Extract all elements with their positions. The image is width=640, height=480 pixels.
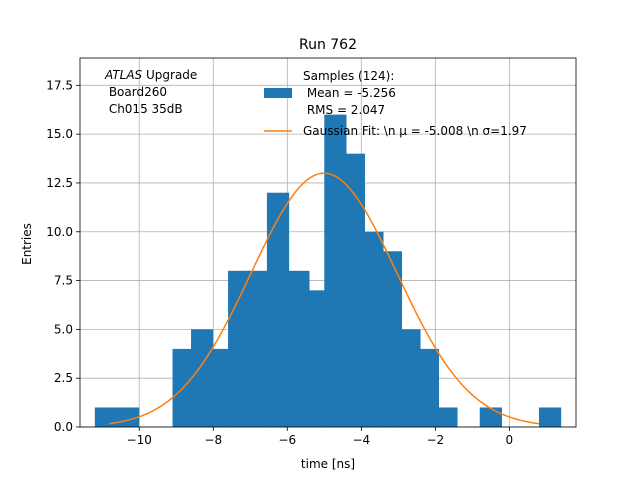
legend-samples-title: Samples (124): xyxy=(303,69,394,83)
y-tick-label: 2.5 xyxy=(54,371,73,385)
histogram-bar xyxy=(305,290,328,427)
histogram-bar xyxy=(266,192,290,427)
x-tick-label: −8 xyxy=(204,433,222,447)
chart-title: Run 762 xyxy=(299,37,357,53)
legend-samples-mean: Mean = -5.256 xyxy=(303,86,396,100)
x-axis-ticks: −10 −8 −6 −4 −2 0 xyxy=(127,427,514,447)
y-tick-label: 5.0 xyxy=(54,322,73,336)
y-axis-label: Entries xyxy=(20,223,34,265)
histogram-bar xyxy=(287,270,310,427)
x-axis-label: time [ns] xyxy=(301,457,355,471)
channel-label: Ch015 35dB xyxy=(105,102,183,116)
histogram-bar xyxy=(191,329,214,427)
y-tick-label: 10.0 xyxy=(46,225,73,239)
histogram-bar xyxy=(361,231,384,427)
y-tick-label: 15.0 xyxy=(46,127,73,141)
histogram-bar xyxy=(538,407,562,427)
x-tick-label: −6 xyxy=(278,433,296,447)
legend-fit-label: Gaussian Fit: \n μ = -5.008 \n σ=1.97 xyxy=(303,124,527,138)
histogram-bar xyxy=(398,329,421,427)
legend: Samples (124): Mean = -5.256 RMS = 2.047… xyxy=(264,69,527,138)
histogram-bar xyxy=(324,114,347,427)
x-tick-label: −4 xyxy=(352,433,370,447)
histogram-bar xyxy=(379,251,403,427)
histogram-bar xyxy=(479,407,502,427)
histogram-bar xyxy=(209,348,232,427)
histogram-bar xyxy=(416,348,440,427)
y-axis-ticks: 0.0 2.5 5.0 7.5 10.0 12.5 15.0 17.5 xyxy=(46,78,80,434)
histogram-bar xyxy=(94,407,118,427)
legend-samples-swatch xyxy=(264,88,292,98)
board-label: Board260 xyxy=(105,85,167,99)
atlas-annotation: ATLAS Upgrade Board260 Ch015 35dB xyxy=(104,68,197,116)
histogram-bar xyxy=(435,407,458,427)
x-tick-label: −2 xyxy=(426,433,444,447)
y-tick-label: 0.0 xyxy=(54,420,73,434)
histogram-bar xyxy=(342,153,366,427)
plot-frame xyxy=(79,57,577,428)
x-tick-label: 0 xyxy=(506,433,514,447)
histogram-bar xyxy=(246,270,269,427)
gaussian-fit-line xyxy=(109,172,540,425)
y-tick-label: 7.5 xyxy=(54,274,73,288)
y-tick-label: 12.5 xyxy=(46,176,73,190)
upgrade-label: Upgrade xyxy=(142,68,197,82)
svg-text:ATLAS Upgrade: ATLAS Upgrade xyxy=(104,68,197,82)
y-tick-label: 17.5 xyxy=(46,78,73,92)
atlas-label: ATLAS xyxy=(104,68,143,82)
x-tick-label: −10 xyxy=(127,433,152,447)
legend-samples-rms: RMS = 2.047 xyxy=(303,103,385,117)
